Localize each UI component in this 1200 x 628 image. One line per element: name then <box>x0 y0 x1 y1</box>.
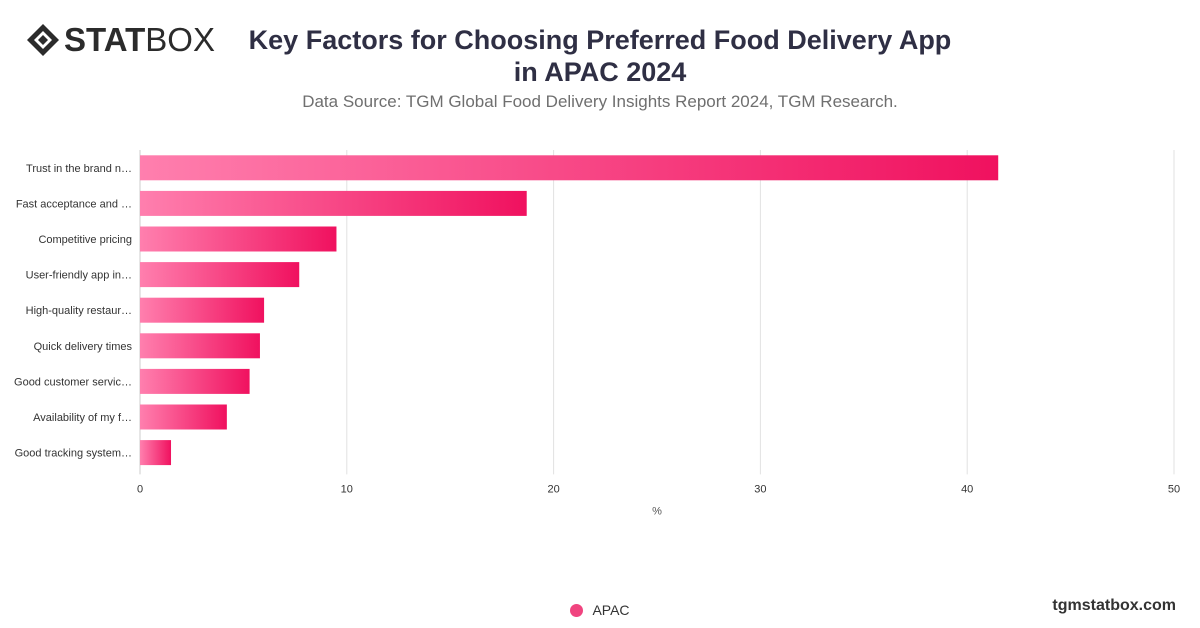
bar-0 <box>140 155 999 181</box>
site-url: tgmstatbox.com <box>1052 597 1176 614</box>
chart-legend: APAC <box>0 602 1200 618</box>
x-tick-label: 40 <box>961 483 973 495</box>
x-tick-label: 30 <box>754 483 766 495</box>
chart-title: Key Factors for Choosing Preferred Food … <box>248 25 952 87</box>
x-tick-label: 0 <box>137 483 143 495</box>
statbox-logo: STATBOX <box>26 22 215 58</box>
legend-label-apac[interactable]: APAC <box>592 602 630 618</box>
bar-4 <box>140 297 265 323</box>
y-category-label: Good tracking system… <box>15 448 132 460</box>
y-category-label: Good customer servic… <box>14 376 132 388</box>
y-category-label: Availability of my f… <box>33 412 132 424</box>
y-category-label: Trust in the brand n… <box>26 163 132 175</box>
x-tick-label: 10 <box>341 483 353 495</box>
logo-text-bold: STAT <box>64 21 146 58</box>
x-axis-label: % <box>652 505 662 517</box>
x-tick-label: 20 <box>547 483 559 495</box>
bar-7 <box>140 404 227 430</box>
bar-1 <box>140 190 527 216</box>
x-tick-label: 50 <box>1168 483 1180 495</box>
bar-chart: 0 10 20 30 40 50% Trust in the brand n… Fast ac… <box>14 150 1180 517</box>
y-category-label: User-friendly app in… <box>26 270 132 282</box>
y-category-label: Competitive pricing <box>38 234 132 246</box>
bar-2 <box>140 226 337 252</box>
legend-marker-apac[interactable] <box>570 603 584 617</box>
bar-6 <box>140 368 250 394</box>
y-category-label: High-quality restaur… <box>26 305 132 317</box>
statbox-diamond-icon <box>27 24 59 56</box>
y-category-label: Quick delivery times <box>34 341 133 353</box>
chart-subtitle: Data Source: TGM Global Food Delivery In… <box>302 92 898 111</box>
bar-8 <box>140 440 172 466</box>
y-category-label: Fast acceptance and … <box>16 198 132 210</box>
bar-3 <box>140 262 300 288</box>
bar-5 <box>140 333 260 359</box>
logo-text-light: BOX <box>145 21 215 58</box>
